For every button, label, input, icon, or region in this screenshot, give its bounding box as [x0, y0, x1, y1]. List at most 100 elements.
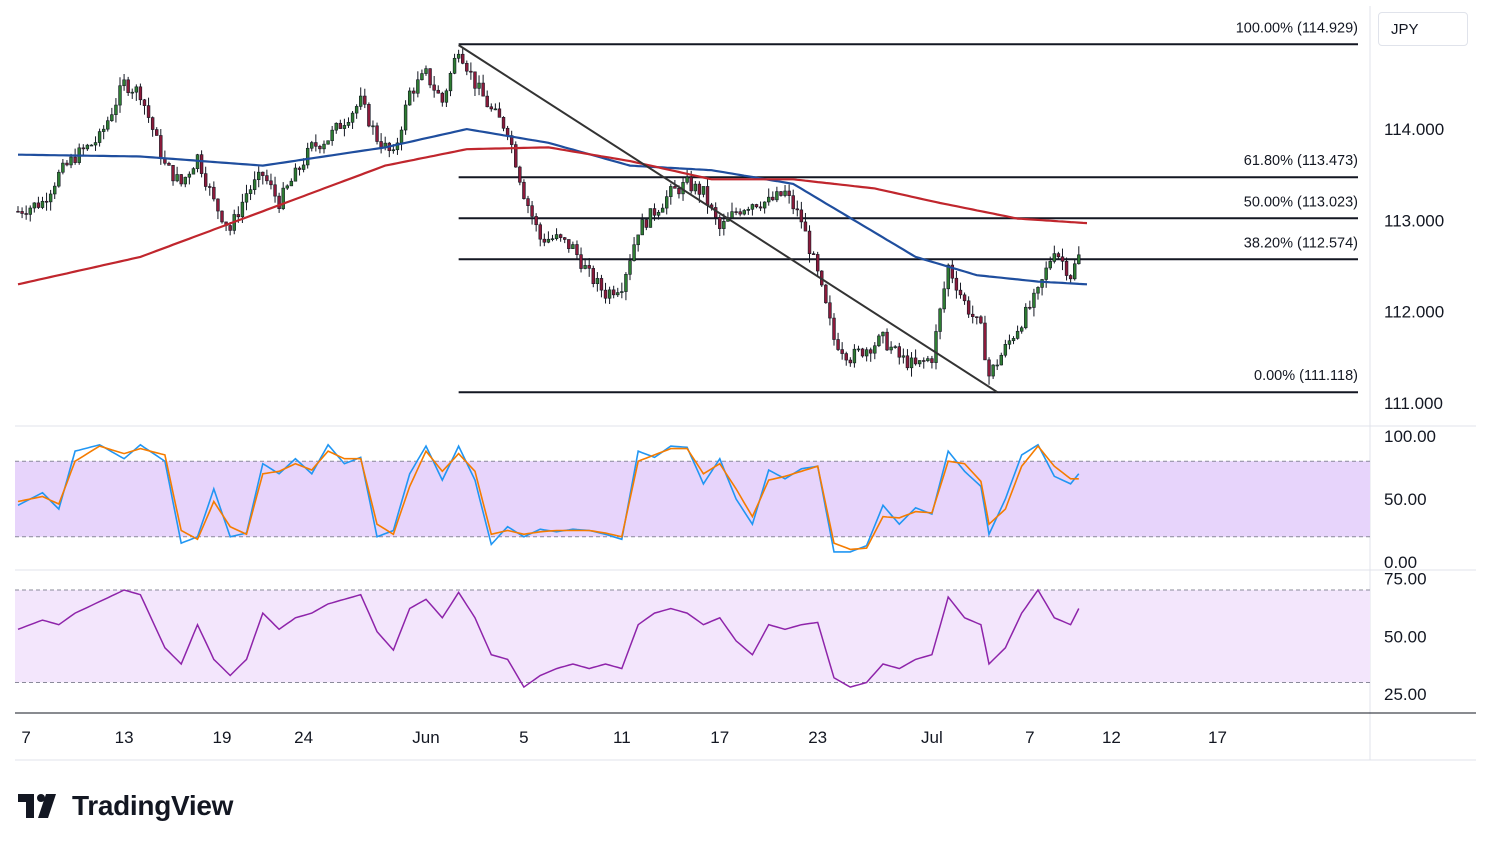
candle-body: [762, 201, 767, 209]
stochastic-band-fill: [15, 461, 1370, 537]
candle-body: [330, 129, 334, 142]
time-axis: 7 13 19 24 Jun 5 11 17 23 Jul 7 12 17: [21, 728, 1227, 747]
candle-body: [677, 188, 681, 195]
time-axis-tick-label: 19: [213, 728, 232, 747]
candle-body: [32, 202, 37, 209]
candle-body: [1073, 263, 1077, 280]
price-axis: 114.000 113.000 112.000 111.000 100.00 50.00 0…: [1384, 120, 1444, 704]
fib-level-label: 100.00% (114.929): [1236, 20, 1358, 36]
rsi-band-fill: [15, 590, 1370, 683]
candle-body: [461, 53, 465, 64]
candle-body: [620, 291, 624, 293]
candle-body: [359, 95, 363, 107]
candle-body: [934, 331, 938, 363]
candle-body: [175, 174, 179, 182]
fib-level-label: 61.80% (113.473): [1244, 153, 1358, 169]
candle-body: [367, 104, 371, 127]
candle-body: [950, 264, 955, 279]
candle-body: [538, 224, 542, 240]
candle-body: [289, 180, 294, 187]
candle-body: [795, 208, 799, 211]
candle-body: [803, 221, 808, 232]
candle-body: [444, 90, 449, 103]
candle-body: [391, 149, 396, 152]
candle-body: [1032, 292, 1036, 308]
candle-body: [938, 308, 942, 332]
candle-body: [477, 82, 481, 89]
candle-body: [501, 117, 506, 129]
candle-body: [126, 79, 130, 93]
candle-body: [864, 349, 869, 357]
candle-body: [885, 331, 889, 351]
candle-body: [428, 68, 432, 86]
candle-body: [738, 211, 742, 215]
candle-body: [983, 322, 987, 361]
candle-body: [114, 104, 118, 115]
candle-body: [901, 355, 906, 358]
candle-body: [40, 200, 45, 208]
candle-body: [595, 278, 600, 285]
candle-body: [567, 239, 571, 249]
candle-body: [689, 176, 693, 192]
candle-body: [465, 63, 469, 72]
candle-body: [179, 174, 183, 185]
candle-body: [203, 173, 208, 187]
candle-body: [220, 210, 224, 223]
candle-body: [265, 175, 269, 182]
candle-body: [693, 183, 697, 192]
candle-body: [558, 234, 563, 238]
rsi-axis-tick-label: 50.00: [1384, 627, 1427, 646]
candle-body: [24, 213, 28, 215]
candle-body: [860, 348, 865, 357]
candle-body: [640, 219, 644, 236]
candle-body: [354, 106, 359, 114]
candle-body: [848, 359, 853, 364]
candle-body: [979, 316, 983, 324]
rsi-line: [17, 588, 1080, 689]
candle-body: [526, 198, 530, 207]
candle-body: [403, 104, 408, 131]
candle-body: [718, 217, 722, 229]
candle-body: [489, 106, 493, 110]
candle-body: [416, 79, 420, 94]
candle-body: [599, 278, 604, 291]
price-pane: 100.00% (114.929) 61.80% (113.473) 50.00% …: [16, 20, 1358, 394]
candle-body: [685, 176, 689, 183]
candle-body: [811, 253, 816, 255]
currency-button[interactable]: JPY: [1378, 12, 1468, 46]
candle-body: [452, 57, 457, 74]
candle-body: [167, 162, 171, 166]
candle-body: [897, 346, 901, 358]
candle-body: [754, 204, 759, 208]
candle-body: [93, 142, 98, 146]
candle-body: [208, 186, 212, 188]
candle-body: [611, 289, 616, 296]
fib-level-label: 0.00% (111.118): [1254, 368, 1358, 384]
candle-body: [106, 120, 110, 130]
time-axis-tick-label: 11: [613, 728, 631, 747]
candle-body: [799, 209, 804, 223]
candle-body: [607, 289, 612, 299]
fib-level-label: 38.20% (112.574): [1244, 235, 1358, 251]
candle-body: [281, 187, 285, 209]
candle-body: [97, 131, 102, 143]
candle-body: [342, 125, 347, 129]
candle-body: [1024, 306, 1028, 329]
candle-body: [301, 164, 306, 170]
candle-body: [322, 143, 326, 150]
candle-body: [852, 348, 857, 364]
stochastic-axis-tick-label: 0.00: [1384, 553, 1417, 572]
currency-label: JPY: [1391, 21, 1419, 38]
candle-body: [554, 234, 559, 240]
candle-body: [297, 167, 302, 170]
time-axis-tick-label: 17: [710, 728, 729, 747]
candle-body: [118, 85, 122, 106]
candle-body: [616, 292, 620, 296]
candle-body: [1068, 275, 1073, 280]
candle-body: [363, 95, 367, 105]
candle-body: [701, 186, 706, 195]
candle-body: [350, 112, 355, 123]
candle-body: [159, 135, 163, 159]
candle-body: [571, 244, 575, 249]
